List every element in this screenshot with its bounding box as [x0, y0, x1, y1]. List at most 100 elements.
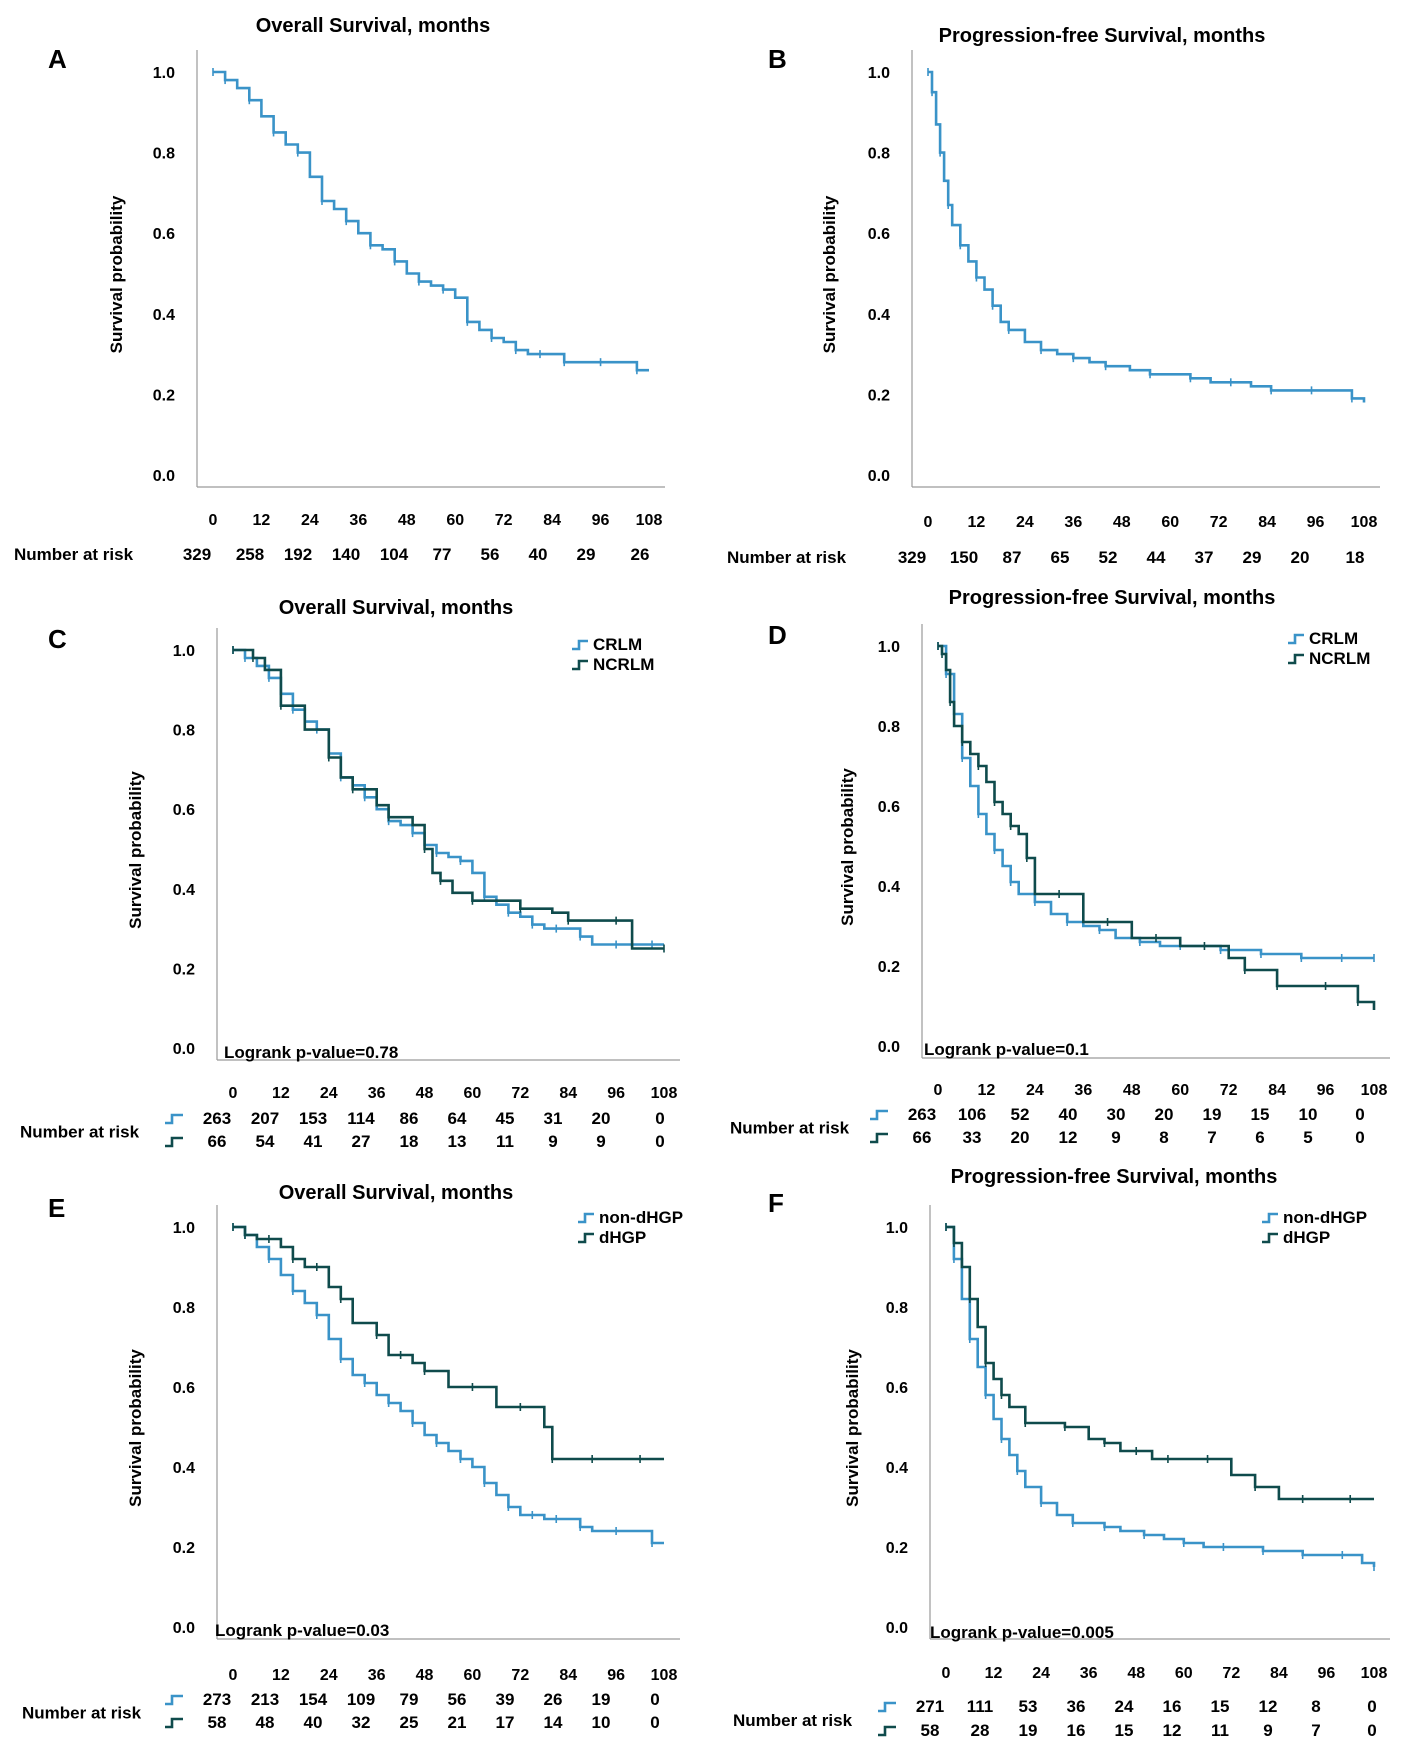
y-tick-label: 0.2 [173, 961, 195, 978]
risk-value: 28 [971, 1721, 990, 1740]
x-tick-label: 108 [651, 1085, 678, 1102]
risk-value: 25 [400, 1713, 419, 1732]
x-tick-label: 12 [272, 1085, 290, 1102]
x-tick-label: 60 [464, 1667, 482, 1684]
risk-value: 52 [1099, 548, 1118, 567]
legend-label-ncrlm: NCRLM [1309, 649, 1370, 668]
y-tick-label: 1.0 [173, 643, 195, 660]
legend-label-ncrlm: NCRLM [593, 655, 654, 674]
x-tick-label: 24 [320, 1667, 338, 1684]
risk-value: 79 [400, 1690, 419, 1709]
x-tick-label: 36 [368, 1667, 386, 1684]
risk-value: 12 [1059, 1128, 1078, 1147]
logrank-label-e: Logrank p-value=0.03 [215, 1621, 389, 1640]
chart-title-b: Progression-free Survival, months [939, 25, 1266, 47]
y-tick-label: 1.0 [886, 1220, 908, 1237]
risk-value: 0 [655, 1132, 664, 1151]
legend-swatch-crlm [1288, 633, 1304, 645]
risk-swatch-dhgp [878, 1725, 896, 1737]
risk-value: 8 [1311, 1697, 1320, 1716]
risk-value: 19 [1203, 1105, 1222, 1124]
legend-swatch-crlm [572, 639, 588, 651]
risk-value: 40 [529, 545, 548, 564]
y-tick-label: 0.0 [173, 1041, 195, 1058]
km-curve-e-dhgp [233, 1225, 664, 1461]
x-tick-label: 60 [446, 512, 464, 529]
x-tick-label: 0 [942, 1665, 951, 1682]
risk-value: 41 [304, 1132, 323, 1151]
risk-value: 26 [631, 545, 650, 564]
y-axis-label-b: Survival probability [820, 195, 839, 353]
risk-value: 213 [251, 1690, 279, 1709]
risk-value: 19 [592, 1690, 611, 1709]
risk-value: 207 [251, 1109, 279, 1128]
risk-value: 36 [1067, 1697, 1086, 1716]
y-tick-label: 0.6 [886, 1380, 908, 1397]
number-at-risk-label-d: Number at risk [730, 1119, 850, 1138]
y-tick-label: 0.2 [153, 387, 175, 404]
km-curve-d-crlm [938, 644, 1374, 960]
x-tick-label: 108 [636, 512, 663, 529]
risk-value: 66 [913, 1128, 932, 1147]
x-tick-label: 36 [1080, 1665, 1098, 1682]
legend-label-dhgp: dHGP [1283, 1228, 1330, 1247]
x-tick-label: 84 [559, 1667, 577, 1684]
risk-value: 65 [1051, 548, 1070, 567]
risk-value: 54 [256, 1132, 275, 1151]
y-tick-label: 1.0 [868, 65, 890, 82]
risk-value: 0 [1355, 1128, 1364, 1147]
risk-value: 24 [1115, 1697, 1134, 1716]
panel-letter-c: C [48, 624, 67, 654]
x-tick-label: 12 [968, 514, 986, 531]
x-tick-label: 84 [559, 1085, 577, 1102]
risk-value: 58 [208, 1713, 227, 1732]
risk-swatch-non-dhgp [165, 1694, 183, 1706]
y-tick-label: 0.2 [886, 1540, 908, 1557]
risk-value: 33 [963, 1128, 982, 1147]
risk-value: 19 [1019, 1721, 1038, 1740]
y-tick-label: 0.2 [878, 959, 900, 976]
y-tick-label: 0.4 [173, 882, 195, 899]
risk-value: 329 [898, 548, 926, 567]
legend-swatch-non-dhgp [578, 1212, 594, 1224]
panel-letter-b: B [768, 44, 787, 74]
y-tick-label: 1.0 [878, 639, 900, 656]
x-tick-label: 72 [511, 1085, 529, 1102]
x-tick-label: 36 [349, 512, 367, 529]
x-tick-label: 60 [1161, 514, 1179, 531]
y-tick-label: 0.0 [878, 1039, 900, 1056]
risk-value: 26 [544, 1690, 563, 1709]
x-tick-label: 12 [978, 1082, 996, 1099]
risk-value: 32 [352, 1713, 371, 1732]
risk-value: 111 [967, 1697, 994, 1716]
legend-label-crlm: CRLM [1309, 629, 1358, 648]
risk-value: 5 [1303, 1128, 1312, 1147]
chart-title-a: Overall Survival, months [256, 15, 491, 37]
risk-swatch-dhgp [165, 1717, 183, 1729]
y-tick-label: 0.4 [173, 1460, 195, 1477]
x-tick-label: 48 [1123, 1082, 1141, 1099]
risk-value: 150 [950, 548, 978, 567]
risk-value: 8 [1159, 1128, 1168, 1147]
x-tick-label: 12 [985, 1665, 1003, 1682]
y-axis-label-e: Survival probability [126, 1349, 145, 1507]
number-at-risk-label-a: Number at risk [14, 545, 134, 564]
y-tick-label: 0.8 [878, 719, 900, 736]
risk-value: 14 [544, 1713, 563, 1732]
risk-value: 0 [1367, 1697, 1376, 1716]
risk-value: 13 [448, 1132, 467, 1151]
x-tick-label: 0 [924, 514, 933, 531]
km-curve-a-all [213, 70, 649, 372]
risk-value: 64 [448, 1109, 467, 1128]
risk-value: 153 [299, 1109, 327, 1128]
risk-value: 77 [433, 545, 452, 564]
x-tick-label: 72 [1222, 1665, 1240, 1682]
x-tick-label: 24 [1016, 514, 1034, 531]
x-tick-label: 108 [1361, 1082, 1388, 1099]
x-tick-label: 24 [301, 512, 319, 529]
x-tick-label: 84 [1268, 1082, 1286, 1099]
x-tick-label: 60 [1171, 1082, 1189, 1099]
x-tick-label: 108 [1361, 1665, 1388, 1682]
legend-label-non-dhgp: non-dHGP [599, 1208, 683, 1227]
